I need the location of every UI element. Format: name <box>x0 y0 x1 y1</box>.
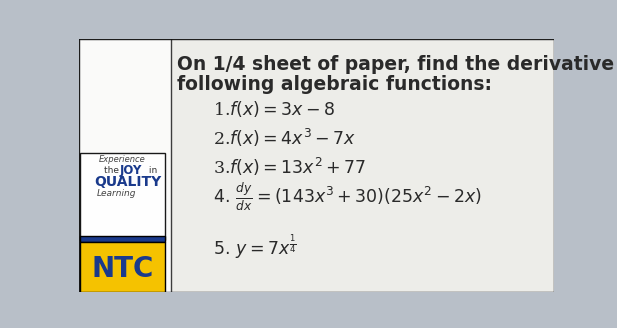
Text: in: in <box>146 166 157 175</box>
FancyBboxPatch shape <box>79 39 553 292</box>
Text: 3.$f(x) = 13x^2+77$: 3.$f(x) = 13x^2+77$ <box>213 156 366 178</box>
Text: JOY: JOY <box>120 164 142 177</box>
Text: following algebraic functions:: following algebraic functions: <box>177 75 492 94</box>
Text: 1.$f(x) = 3x-8$: 1.$f(x) = 3x-8$ <box>213 99 336 119</box>
FancyBboxPatch shape <box>79 39 171 292</box>
Text: 2.$f(x) = 4x^3-7x$: 2.$f(x) = 4x^3-7x$ <box>213 127 357 149</box>
FancyBboxPatch shape <box>80 153 165 239</box>
Text: $5.\,y = 7x^{\frac{1}{4}}$: $5.\,y = 7x^{\frac{1}{4}}$ <box>213 233 297 261</box>
Text: NTC: NTC <box>91 255 154 283</box>
FancyBboxPatch shape <box>79 39 553 292</box>
Text: $4.\,\frac{dy}{dx} = (143x^3+30)(25x^2-2x)$: $4.\,\frac{dy}{dx} = (143x^3+30)(25x^2-2… <box>213 181 482 213</box>
Text: Learning: Learning <box>97 189 136 198</box>
Text: On 1/4 sheet of paper, find the derivative of th: On 1/4 sheet of paper, find the derivati… <box>177 55 617 74</box>
Text: QUALITY: QUALITY <box>94 175 161 189</box>
FancyBboxPatch shape <box>80 242 165 292</box>
Text: the: the <box>104 166 122 175</box>
Text: Experience: Experience <box>99 155 146 164</box>
FancyBboxPatch shape <box>80 236 165 242</box>
